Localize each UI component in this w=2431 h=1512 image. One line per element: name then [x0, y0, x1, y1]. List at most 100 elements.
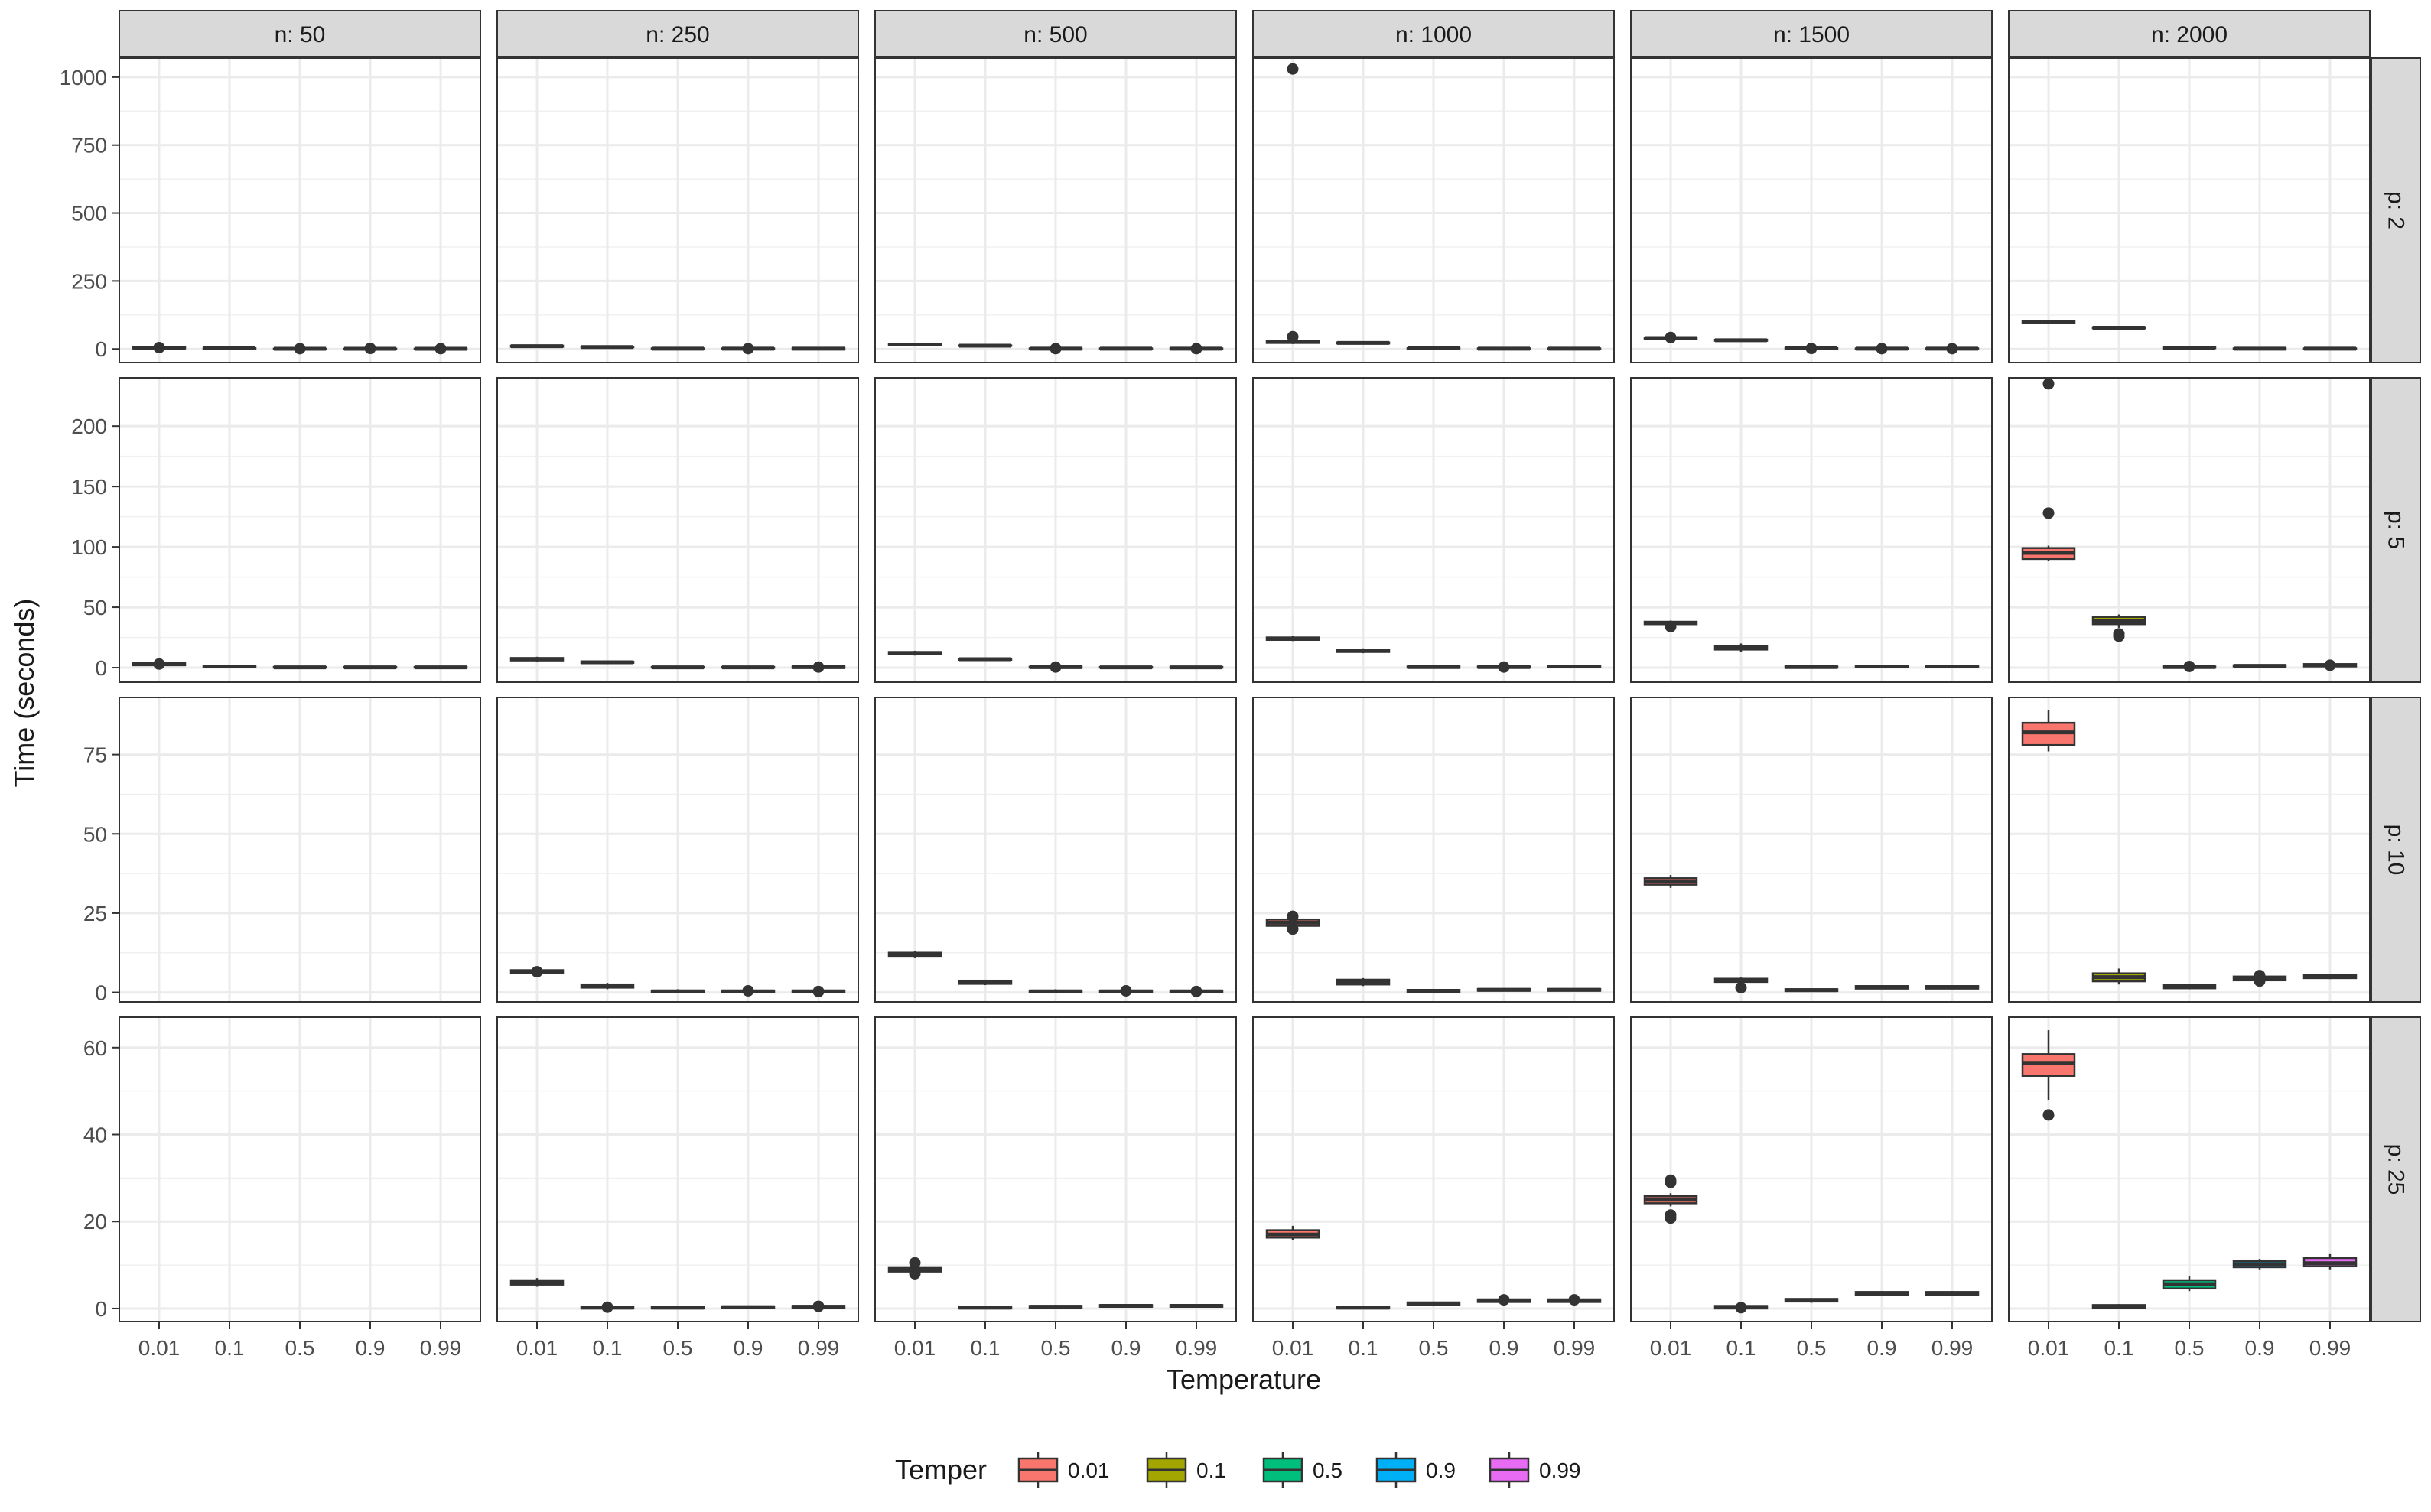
- panel: [496, 1016, 859, 1322]
- outlier-point: [153, 341, 165, 353]
- column-strip: n: 1500: [1630, 10, 1993, 57]
- panel-border: [496, 377, 859, 683]
- column-strip-bg: [119, 10, 481, 57]
- box-0.01: [2021, 320, 2076, 324]
- x-axis-title: Temperature: [1167, 1364, 1321, 1395]
- column-strip: n: 1000: [1252, 10, 1615, 57]
- outlier-point: [1735, 1302, 1747, 1314]
- box-0.1: [958, 1306, 1013, 1310]
- box-0.99: [791, 985, 846, 997]
- panel: [119, 57, 481, 363]
- x-tick-label: 0.5: [1797, 1336, 1827, 1360]
- y-tick-label: 50: [83, 596, 107, 619]
- panel: [119, 697, 481, 1003]
- outlier-point: [2183, 660, 2195, 672]
- box-0.5: [650, 665, 705, 670]
- outlier-point: [1665, 331, 1677, 343]
- box-0.9: [2232, 346, 2287, 351]
- box-0.99: [791, 661, 846, 673]
- row-strip: p: 5: [2371, 377, 2421, 683]
- panel-border: [1252, 377, 1615, 683]
- outlier-point: [1190, 985, 1202, 997]
- x-tick-label: 0.9: [1489, 1336, 1519, 1360]
- y-tick-label: 20: [83, 1210, 107, 1234]
- box-0.1: [202, 664, 257, 668]
- box-0.01: [887, 1257, 942, 1280]
- x-tick-label: 0.01: [2028, 1336, 2070, 1360]
- box-0.9: [1854, 985, 1909, 990]
- panel-border: [1630, 697, 1993, 1003]
- panel: [496, 697, 859, 1003]
- outlier-point: [1735, 981, 1747, 993]
- box-0.01: [1265, 910, 1320, 935]
- box-0.01: [132, 658, 187, 670]
- box-0.5: [272, 665, 327, 670]
- box-0.5: [1406, 665, 1461, 669]
- box-0.1: [580, 345, 635, 350]
- row-strip: p: 2: [2371, 57, 2421, 363]
- outlier-point: [1120, 984, 1132, 997]
- box-0.9: [2232, 664, 2287, 668]
- outlier-point: [153, 658, 165, 670]
- box-0.01: [2021, 710, 2076, 752]
- column-strip-label: n: 500: [1023, 22, 1087, 47]
- panel: [1252, 1016, 1615, 1322]
- y-tick-label: 250: [71, 269, 107, 293]
- box-0.01: [132, 341, 187, 353]
- y-tick-label: 50: [83, 822, 107, 846]
- box-0.01: [1265, 636, 1320, 642]
- box-0.5: [1028, 343, 1083, 355]
- column-strip-bg: [1630, 10, 1993, 57]
- x-tick-label: 0.9: [356, 1336, 386, 1360]
- x-tick-label: 0.5: [2175, 1336, 2205, 1360]
- box-0.01: [1643, 875, 1698, 888]
- box-0.99: [2302, 346, 2358, 351]
- panel: [1252, 377, 1615, 683]
- box-0.1: [580, 1301, 635, 1313]
- row-strip: p: 10: [2371, 697, 2421, 1003]
- x-tick-label: 0.1: [2104, 1336, 2134, 1360]
- outlier-point: [1050, 661, 1062, 673]
- row-strip-bg: [2371, 57, 2421, 363]
- box-0.5: [2162, 984, 2217, 990]
- box-0.5: [650, 1306, 705, 1310]
- legend-item-label: 0.01: [1068, 1458, 1110, 1482]
- box-0.99: [1169, 1304, 1224, 1309]
- outlier-point: [909, 1257, 921, 1269]
- x-tick-label: 0.99: [798, 1336, 840, 1360]
- box-0.99: [1547, 664, 1602, 668]
- x-tick-label: 0.1: [1349, 1336, 1378, 1360]
- box-0.9: [721, 343, 776, 355]
- y-tick-label: 60: [83, 1036, 107, 1060]
- box-0.9: [2232, 1259, 2287, 1270]
- column-strip: n: 250: [496, 10, 859, 57]
- panel-border: [874, 377, 1237, 683]
- box-0.9: [1098, 984, 1154, 997]
- box-0.9: [1476, 346, 1531, 351]
- box-0.9: [1476, 661, 1531, 673]
- box-0.5: [2162, 345, 2217, 350]
- box-0.1: [2091, 326, 2146, 330]
- box-0.1: [2091, 968, 2146, 985]
- panel: [2008, 1016, 2371, 1322]
- outlier-point: [1876, 343, 1888, 355]
- outlier-point: [601, 1301, 613, 1313]
- outlier-point: [1946, 343, 1958, 355]
- row-strip-bg: [2371, 1016, 2421, 1322]
- x-tick-label: 0.5: [1041, 1336, 1071, 1360]
- box-0.9: [721, 665, 776, 670]
- panel: [1630, 57, 1993, 363]
- panel: [2008, 377, 2371, 683]
- panel: [1630, 1016, 1993, 1322]
- box-0.99: [1925, 343, 1980, 355]
- box-0.01: [509, 344, 565, 349]
- panel-border: [1252, 57, 1615, 363]
- box-0.99: [1925, 664, 1980, 668]
- box-0.5: [1028, 989, 1083, 993]
- panel-border: [2008, 57, 2371, 363]
- panel-border: [119, 377, 481, 683]
- box-0.99: [2302, 1253, 2358, 1270]
- legend-item-label: 0.1: [1196, 1458, 1226, 1482]
- row-strip-label: p: 10: [2384, 824, 2409, 876]
- panel: [874, 57, 1237, 363]
